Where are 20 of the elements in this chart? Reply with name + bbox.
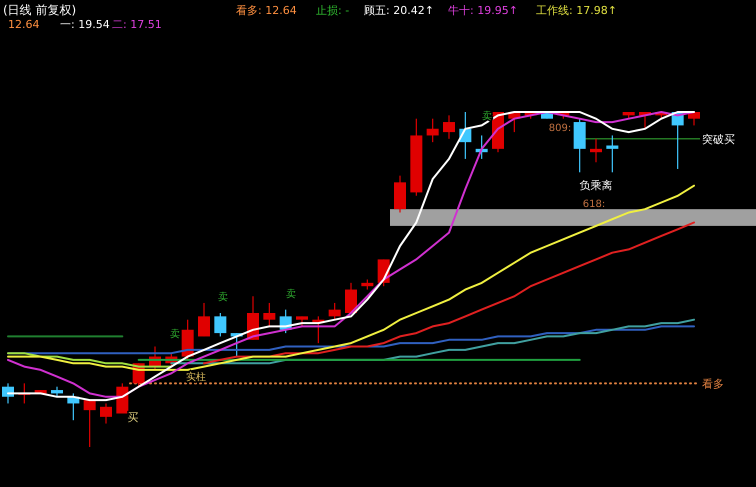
annotation: 顾五: 20.42↑	[364, 4, 434, 17]
annotation: 工作线: 17.98↑	[536, 4, 617, 17]
annotation: 卖	[286, 289, 296, 300]
ref-label: 突破买	[702, 132, 735, 146]
annotation: 牛十: 19.95↑	[448, 4, 518, 17]
annotation: 负乘离	[580, 179, 612, 192]
annotation: 12.64	[8, 18, 40, 31]
annotation: 809:	[548, 123, 572, 134]
annotation: 一: 19.54	[60, 18, 110, 31]
annotation: 止损: -	[316, 4, 350, 17]
annotation: 买	[128, 411, 138, 424]
annotation: 卖	[218, 292, 228, 303]
ref-label: 看多	[702, 377, 724, 390]
annotation: 卖	[482, 111, 492, 122]
annotation: 二: 17.51	[112, 18, 162, 31]
title: (日线 前复权)	[3, 3, 76, 17]
annotation: 实柱	[186, 372, 206, 383]
annotation: 卖	[170, 329, 180, 340]
annotation: 看多: 12.64	[236, 4, 297, 17]
annotation: 618:	[582, 199, 606, 210]
